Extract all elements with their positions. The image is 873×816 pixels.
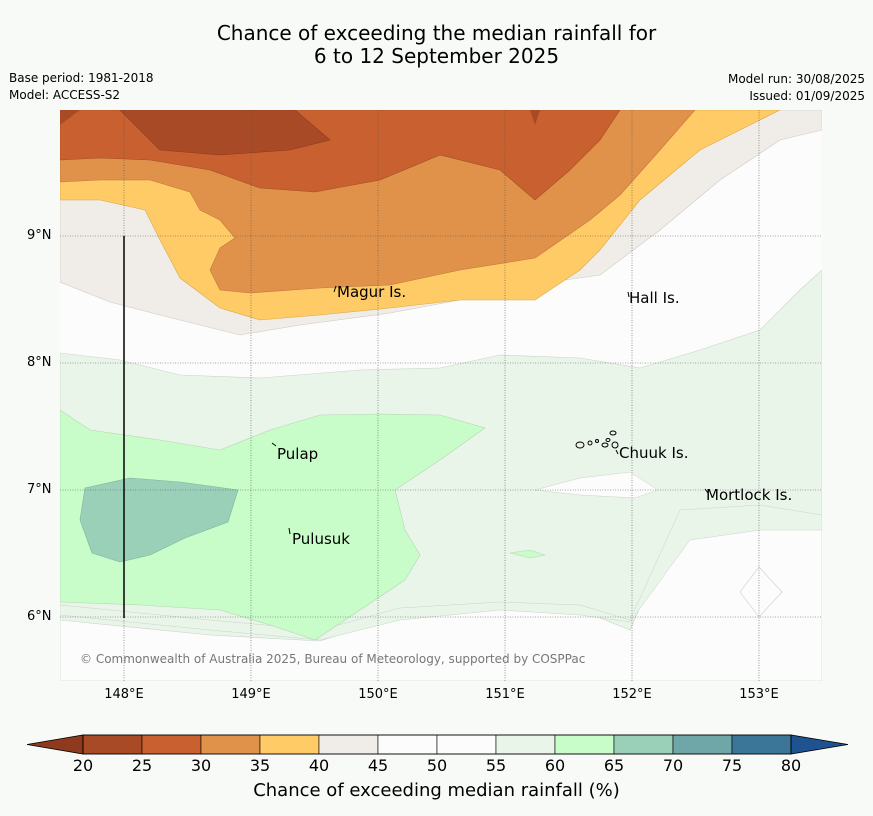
magur-island [333, 285, 337, 293]
green-blob [509, 549, 546, 559]
lon-label-151e: 151°E [485, 687, 525, 702]
lon-label-148e: 148°E [104, 687, 144, 702]
colorbar-cell [731, 734, 792, 755]
label-chuuk: Chuuk Is. [619, 444, 689, 462]
label-mortlock: Mortlock Is. [706, 486, 793, 504]
colorbar-over-arrow [790, 734, 849, 755]
band-65-70 [79, 477, 239, 563]
colorbar-tick-label: 35 [249, 756, 271, 775]
colorbar [26, 734, 849, 755]
colorbar-tick-label: 55 [485, 756, 507, 775]
colorbar-tick-label: 30 [190, 756, 212, 775]
colorbar-tick-label: 40 [308, 756, 330, 775]
model-run: Model run: 30/08/2025 [727, 72, 865, 86]
copyright-notice: © Commonwealth of Australia 2025, Bureau… [80, 652, 586, 666]
lon-label-152e: 152°E [612, 687, 652, 702]
lat-label-8n: 8°N [27, 355, 52, 370]
colorbar-cell [436, 734, 497, 755]
colorbar-under-arrow [26, 734, 84, 755]
label-magur: Magur Is. [337, 283, 407, 301]
colorbar-tick-label: 65 [603, 756, 625, 775]
colorbar-tick-label: 75 [721, 756, 743, 775]
base-period: Base period: 1981-2018 [9, 71, 154, 85]
island-markers [271, 285, 709, 535]
pulap-island [271, 442, 277, 447]
band-55-60-south [60, 504, 822, 641]
colorbar-tick-label: 80 [780, 756, 802, 775]
band-20-25-b [60, 110, 80, 125]
lat-label-6n: 6°N [27, 609, 52, 624]
diamond-outline [739, 566, 783, 618]
colorbar-cell [259, 734, 320, 755]
colorbar-cell [495, 734, 556, 755]
label-pulusuk: Pulusuk [292, 530, 350, 548]
colorbar-tick-label: 50 [426, 756, 448, 775]
colorbar-tick-label: 70 [662, 756, 684, 775]
rainfall-map [60, 110, 822, 681]
colorbar-cell [318, 734, 379, 755]
colorbar-cell [672, 734, 733, 755]
lon-label-153e: 153°E [739, 687, 779, 702]
band-20-25-c [530, 110, 540, 125]
colorbar-tick-label: 45 [367, 756, 389, 775]
label-hall: Hall Is. [629, 289, 680, 307]
map-frame: Magur Is. Hall Is. Pulap Chuuk Is. Mortl… [60, 110, 822, 681]
colorbar-tick-label: 20 [72, 756, 94, 775]
colorbar-cell [141, 734, 202, 755]
colorbar-cell [377, 734, 438, 755]
label-pulap: Pulap [277, 445, 319, 463]
meta-right: Model run: 30/08/2025 Issued: 01/09/2025 [728, 71, 865, 105]
colorbar-cell [82, 734, 143, 755]
title-line-2: 6 to 12 September 2025 [313, 44, 560, 68]
hall-island [627, 291, 630, 298]
meta-left: Base period: 1981-2018 Model: ACCESS-S2 [9, 70, 154, 104]
mortlock-island [704, 488, 709, 494]
pulusuk-island [288, 527, 291, 535]
colorbar-label: Chance of exceeding median rainfall (%) [253, 780, 620, 801]
lat-label-9n: 9°N [27, 228, 52, 243]
colorbar-tick-label: 25 [131, 756, 153, 775]
issued-date: Issued: 01/09/2025 [749, 89, 865, 103]
gridlines [60, 110, 822, 681]
colorbar-cell [554, 734, 615, 755]
lat-label-7n: 7°N [27, 482, 52, 497]
colorbar-outline [82, 734, 792, 755]
lon-label-149e: 149°E [231, 687, 271, 702]
lon-label-150e: 150°E [358, 687, 398, 702]
colorbar-cell [200, 734, 261, 755]
title-line-1: Chance of exceeding the median rainfall … [216, 21, 657, 45]
colorbar-cell [613, 734, 674, 755]
chart-title: Chance of exceeding the median rainfall … [0, 22, 873, 68]
model-name: Model: ACCESS-S2 [9, 88, 121, 102]
colorbar-tick-label: 60 [544, 756, 566, 775]
band-20-25 [119, 110, 331, 156]
chuuk-islands [575, 430, 619, 455]
